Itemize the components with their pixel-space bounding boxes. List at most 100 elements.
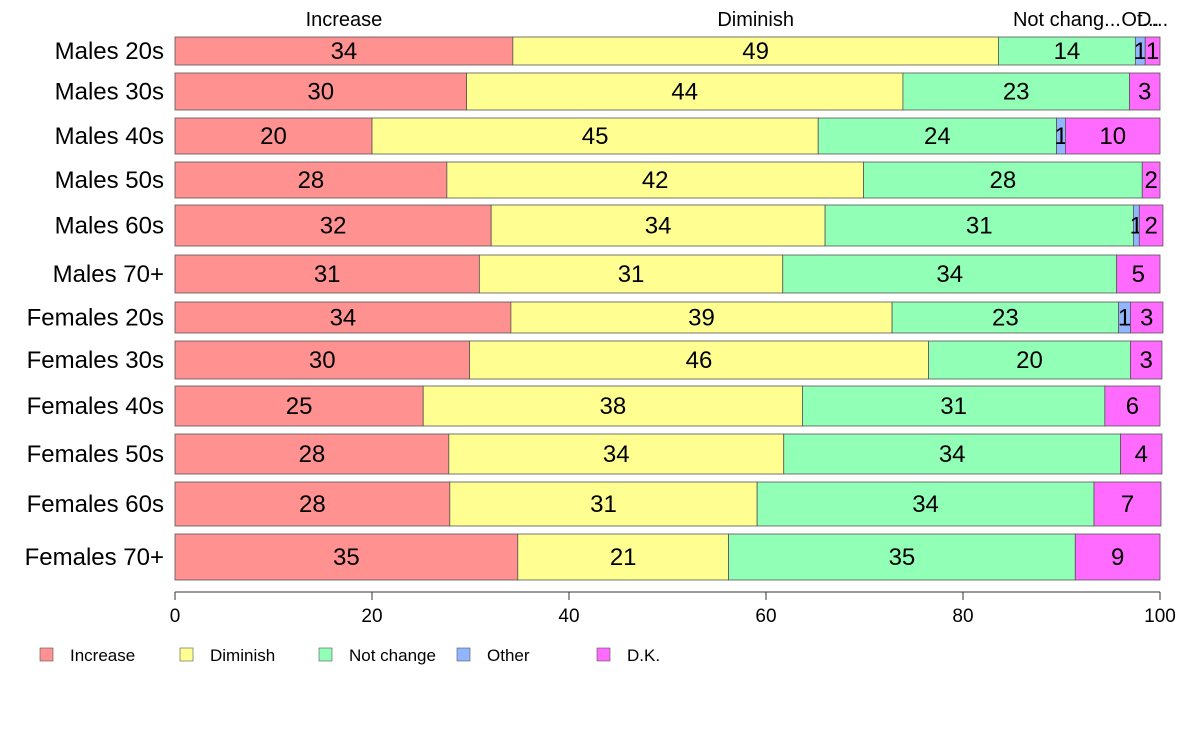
data-label: 28 [298, 167, 325, 194]
data-label: 34 [645, 213, 672, 240]
data-label: 31 [940, 393, 967, 420]
row-label: Females 40s [27, 393, 164, 420]
bar-segment [824, 204, 1134, 247]
data-label: 14 [1054, 38, 1081, 65]
data-label: 30 [307, 79, 334, 106]
data-label: 1 [1054, 123, 1067, 150]
data-label: 35 [333, 544, 360, 571]
data-label: 23 [1003, 79, 1030, 106]
data-label: 34 [331, 38, 358, 65]
row-label: Males 60s [55, 213, 164, 240]
row-label: Females 60s [27, 491, 164, 518]
data-label: 42 [642, 167, 669, 194]
bar-segment [1074, 533, 1161, 581]
data-label: 2 [1144, 167, 1157, 194]
data-label: 1 [1118, 305, 1131, 332]
data-label: 25 [286, 393, 313, 420]
data-label: 3 [1138, 79, 1151, 106]
legend-label: D.K. [627, 646, 660, 665]
legend-label: Not change [349, 646, 436, 665]
data-label: 32 [320, 213, 347, 240]
bar-segment [1116, 254, 1161, 294]
top-label-3: Ot... [1121, 9, 1159, 31]
bar-segment [863, 161, 1143, 199]
data-label: 1 [1134, 38, 1147, 65]
data-label: 34 [603, 441, 630, 468]
data-label: 21 [610, 544, 637, 571]
legend-label: Other [487, 646, 530, 665]
data-label: 30 [309, 347, 336, 374]
bar-segment [174, 204, 492, 247]
data-label: 2 [1144, 213, 1157, 240]
row-label: Males 40s [55, 123, 164, 150]
row-label: Males 20s [55, 38, 164, 65]
bar-segment [174, 481, 451, 527]
legend-label: Diminish [210, 646, 275, 665]
row-label: Females 50s [27, 441, 164, 468]
data-label: 5 [1132, 261, 1145, 288]
bar-segment [174, 117, 373, 155]
legend-swatch [179, 647, 194, 662]
bar-segment [174, 433, 450, 475]
data-label: 20 [1016, 347, 1043, 374]
data-label: 20 [260, 123, 287, 150]
bar-segment [478, 254, 784, 294]
bar-segment [1120, 433, 1163, 475]
bar-segment [449, 481, 758, 527]
bar-segment [174, 340, 470, 380]
data-label: 34 [330, 305, 357, 332]
bar-segment [490, 204, 826, 247]
top-label-2: Not chang... [1013, 9, 1121, 31]
bar-segment [928, 340, 1131, 380]
row-label: Females 70+ [25, 544, 164, 571]
data-label: 34 [936, 261, 963, 288]
bar-segment [517, 533, 729, 581]
data-label: 6 [1126, 393, 1139, 420]
bar-segment [802, 385, 1106, 427]
bar-segment [1141, 161, 1161, 199]
bar-segment [902, 72, 1130, 111]
data-label: 31 [314, 261, 341, 288]
bar-segment [422, 385, 803, 427]
bar-segment [512, 36, 999, 66]
top-label-4: D... [1137, 9, 1168, 31]
bar-segment [728, 533, 1076, 581]
data-label: 4 [1135, 441, 1148, 468]
top-label-0: Increase [306, 9, 383, 31]
row-label: Females 20s [27, 305, 164, 332]
x-tick-label: 60 [755, 606, 776, 627]
row-label: Males 50s [55, 167, 164, 194]
data-label: 3 [1140, 305, 1153, 332]
bar-segment [1129, 72, 1161, 111]
x-tick-label: 20 [361, 606, 382, 627]
data-label: 3 [1140, 347, 1153, 374]
bar-segment [446, 161, 864, 199]
x-tick-label: 0 [170, 606, 181, 627]
data-label: 49 [742, 38, 769, 65]
data-label: 31 [590, 491, 617, 518]
data-label: 34 [939, 441, 966, 468]
x-tick-label: 80 [952, 606, 973, 627]
data-label: 44 [671, 79, 698, 106]
bar-segment [174, 533, 519, 581]
data-label: 28 [990, 167, 1017, 194]
data-label: 46 [686, 347, 713, 374]
x-tick-label: 40 [558, 606, 579, 627]
data-label: 1 [1146, 38, 1159, 65]
bar-segment [1130, 340, 1163, 380]
bar-segment [174, 385, 424, 427]
bar-segment [1104, 385, 1161, 427]
legend-swatch [456, 647, 471, 662]
data-label: 45 [582, 123, 609, 150]
data-label: 23 [992, 305, 1019, 332]
bar-segment [448, 433, 785, 475]
legend-swatch [318, 647, 333, 662]
legend-label: Increase [70, 646, 135, 665]
bar-segment [371, 117, 819, 155]
data-label: 31 [966, 213, 993, 240]
row-label: Males 70+ [53, 261, 164, 288]
bar-segment [1138, 204, 1164, 247]
data-label: 35 [889, 544, 916, 571]
data-label: 10 [1099, 123, 1126, 150]
